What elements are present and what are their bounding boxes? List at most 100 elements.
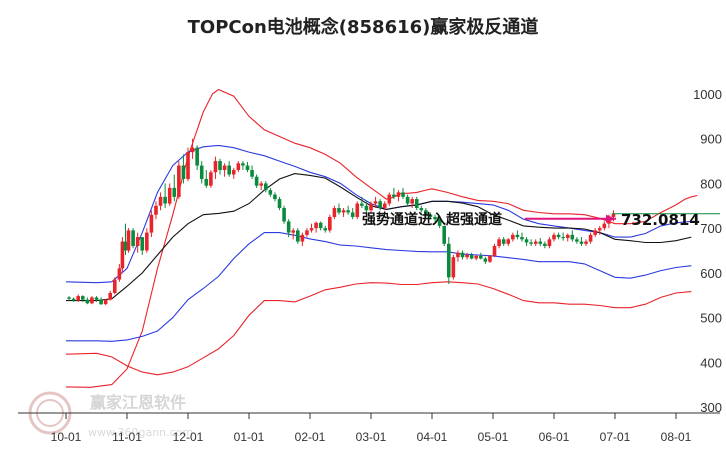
candle-body xyxy=(209,172,213,186)
candle xyxy=(286,219,291,238)
candle xyxy=(479,252,483,260)
candle xyxy=(67,296,71,301)
candle-body xyxy=(103,299,108,305)
candle-body xyxy=(497,239,501,247)
candle xyxy=(437,216,442,229)
watermark: 赢家江恩软件 www.360gann.com xyxy=(28,391,193,439)
candle-body xyxy=(309,228,314,231)
candle-body xyxy=(71,298,76,301)
candle-body xyxy=(254,176,259,186)
candle-body xyxy=(579,241,584,244)
candle xyxy=(113,277,117,295)
candle-body xyxy=(163,196,167,204)
y-tick-label: 900 xyxy=(700,132,722,147)
candle xyxy=(428,212,433,220)
candle xyxy=(446,237,451,285)
candle xyxy=(570,230,575,242)
candle xyxy=(231,167,236,179)
candle xyxy=(209,170,213,188)
x-tick-label: 02-01 xyxy=(295,430,326,444)
candle-body xyxy=(213,161,218,173)
candle-body xyxy=(149,214,154,233)
candle xyxy=(360,196,364,209)
y-tick-label: 700 xyxy=(700,221,722,236)
candle xyxy=(332,205,337,220)
candle-body xyxy=(222,165,227,171)
candle xyxy=(501,237,506,247)
candle xyxy=(579,237,584,247)
candle-body xyxy=(259,183,263,186)
candle-body xyxy=(90,297,94,304)
candle xyxy=(414,196,419,211)
candle-body xyxy=(126,230,131,251)
candle xyxy=(547,237,552,249)
candle-body xyxy=(419,208,424,211)
candle-body xyxy=(195,147,199,166)
candle xyxy=(387,192,392,206)
x-tick-label: 07-01 xyxy=(600,430,631,444)
candle-body xyxy=(597,228,602,231)
candle-body xyxy=(479,255,483,259)
candle-body xyxy=(154,205,158,215)
candle-body xyxy=(218,161,222,171)
candle xyxy=(71,297,76,302)
candle xyxy=(140,237,145,255)
candle xyxy=(273,192,277,202)
candle xyxy=(268,187,273,197)
watermark-name: 赢家江恩软件 xyxy=(90,393,186,412)
candle-body xyxy=(286,221,291,233)
candle-body xyxy=(113,279,117,293)
candle xyxy=(497,237,501,249)
candle-body xyxy=(552,234,556,240)
candle xyxy=(300,232,305,247)
candle xyxy=(556,232,561,240)
candle-body xyxy=(120,241,125,269)
candle xyxy=(117,263,122,282)
x-tick-label: 11-01 xyxy=(112,430,142,444)
candle-body xyxy=(373,201,378,204)
candle xyxy=(291,228,296,240)
candle-body xyxy=(611,213,616,217)
candle xyxy=(131,228,135,249)
candle xyxy=(277,196,282,211)
candle xyxy=(483,256,488,264)
candle-body xyxy=(108,292,113,300)
candle xyxy=(392,187,396,200)
candle-body xyxy=(85,299,90,304)
candle-body xyxy=(346,210,350,213)
candle xyxy=(94,296,99,302)
candle xyxy=(543,241,547,249)
candle xyxy=(195,145,199,171)
candle xyxy=(492,243,497,258)
current-value-label: 732.0814 xyxy=(621,211,700,229)
y-axis: 1000 900 800 700 600 500 400 300 xyxy=(693,87,722,415)
candle-body xyxy=(382,203,387,209)
annotation-text: 强势通道进入超强通道 xyxy=(362,211,502,228)
candle xyxy=(520,232,524,242)
candle-body xyxy=(410,199,414,204)
candle-body xyxy=(350,212,355,217)
x-tick-label: 01-01 xyxy=(234,430,265,444)
red-lower-band xyxy=(65,281,692,376)
candle-body xyxy=(250,170,254,177)
candle-body xyxy=(520,237,524,240)
candle xyxy=(401,187,405,200)
candle xyxy=(80,295,85,302)
candle xyxy=(451,254,456,280)
candle-body xyxy=(442,225,446,244)
candle-body xyxy=(515,234,520,238)
candle xyxy=(296,228,300,244)
candle-body xyxy=(131,230,135,247)
candle-body xyxy=(529,242,533,244)
chart-title: TOPCon电池概念(858616)赢家极反通道 xyxy=(188,16,539,38)
candle xyxy=(538,237,543,247)
candle xyxy=(309,223,314,233)
candle xyxy=(158,192,163,211)
candle-body xyxy=(145,232,149,251)
candle xyxy=(488,254,492,264)
candle xyxy=(337,203,341,215)
candle-body xyxy=(501,239,506,244)
x-tick-label: 03-01 xyxy=(356,430,387,444)
watermark-url: www.360gann.com xyxy=(88,426,193,439)
